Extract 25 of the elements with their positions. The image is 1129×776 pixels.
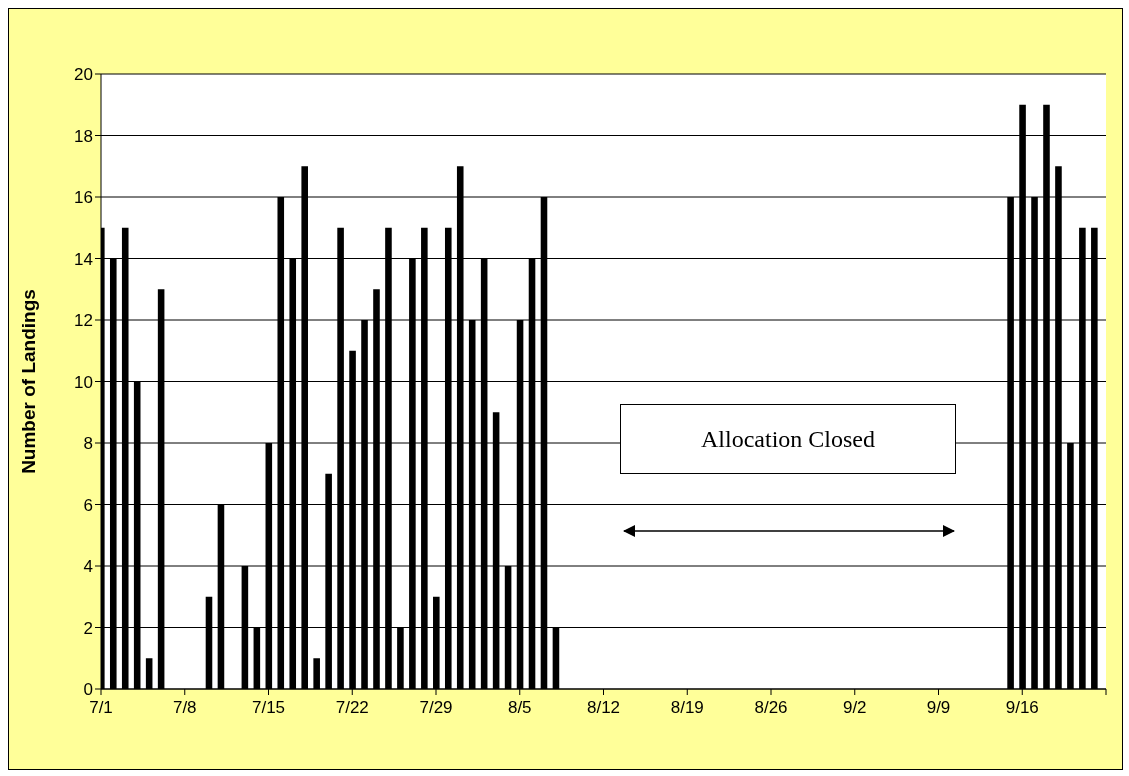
x-tick-label: 8/12 xyxy=(586,698,621,718)
x-tick-label: 9/2 xyxy=(842,698,867,718)
y-tick-label: 4 xyxy=(83,557,93,577)
y-tick-label: 10 xyxy=(74,372,93,392)
y-tick-label: 18 xyxy=(74,126,93,146)
x-tick-label: 7/29 xyxy=(419,698,453,718)
x-tick-label: 7/15 xyxy=(251,698,286,718)
x-tick-label: 7/22 xyxy=(335,698,369,718)
x-tick-label: 8/5 xyxy=(507,698,532,718)
y-tick-label: 20 xyxy=(74,65,93,85)
y-axis-title: Number of Landings xyxy=(17,289,39,474)
y-tick-label: 8 xyxy=(83,434,93,454)
y-tick-label: 12 xyxy=(74,311,93,331)
y-tick-label: 2 xyxy=(83,618,93,638)
y-tick-label: 6 xyxy=(83,495,93,515)
y-tick-label: 16 xyxy=(74,188,93,208)
text-box: Allocation Closed xyxy=(620,404,956,474)
x-tick-label: 9/16 xyxy=(1005,698,1039,718)
x-tick-label: 7/1 xyxy=(89,698,113,718)
x-tick-label: 9/9 xyxy=(926,698,951,718)
y-tick-label: 14 xyxy=(74,249,93,269)
x-tick-label: 8/19 xyxy=(670,698,704,718)
x-tick-label: 7/8 xyxy=(172,698,197,718)
y-tick-label: 0 xyxy=(83,680,93,700)
x-tick-label: 8/26 xyxy=(754,698,788,718)
